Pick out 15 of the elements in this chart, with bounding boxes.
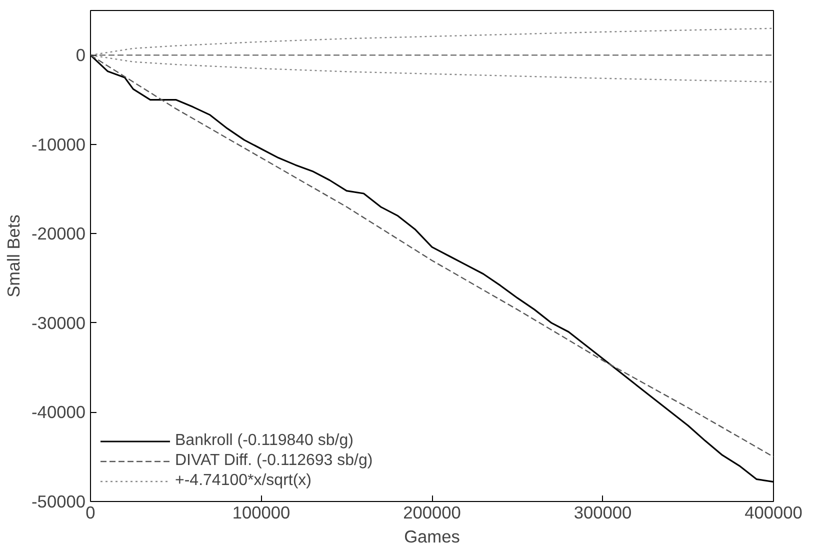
x-tick-label: 300000 xyxy=(574,502,632,522)
y-tick-label: -30000 xyxy=(32,312,86,333)
y-tick-label: -10000 xyxy=(32,134,86,154)
x-axis-title: Games xyxy=(404,526,460,546)
y-tick-label: 0 xyxy=(76,45,86,66)
legend-label: +-4.74100*x/sqrt(x) xyxy=(175,472,312,490)
legend-label: Bankroll (-0.119840 sb/g) xyxy=(175,432,354,450)
x-tick-label: 100000 xyxy=(232,502,290,522)
y-tick-label: -50000 xyxy=(32,492,86,512)
legend-label: DIVAT Diff. (-0.112693 sb/g) xyxy=(175,452,373,470)
y-tick-label: -20000 xyxy=(32,224,86,244)
y-axis-title: Small Bets xyxy=(4,214,24,298)
x-tick-label: 200000 xyxy=(403,502,461,522)
y-tick-label: -40000 xyxy=(32,402,86,422)
x-tick-label: 400000 xyxy=(744,502,802,522)
